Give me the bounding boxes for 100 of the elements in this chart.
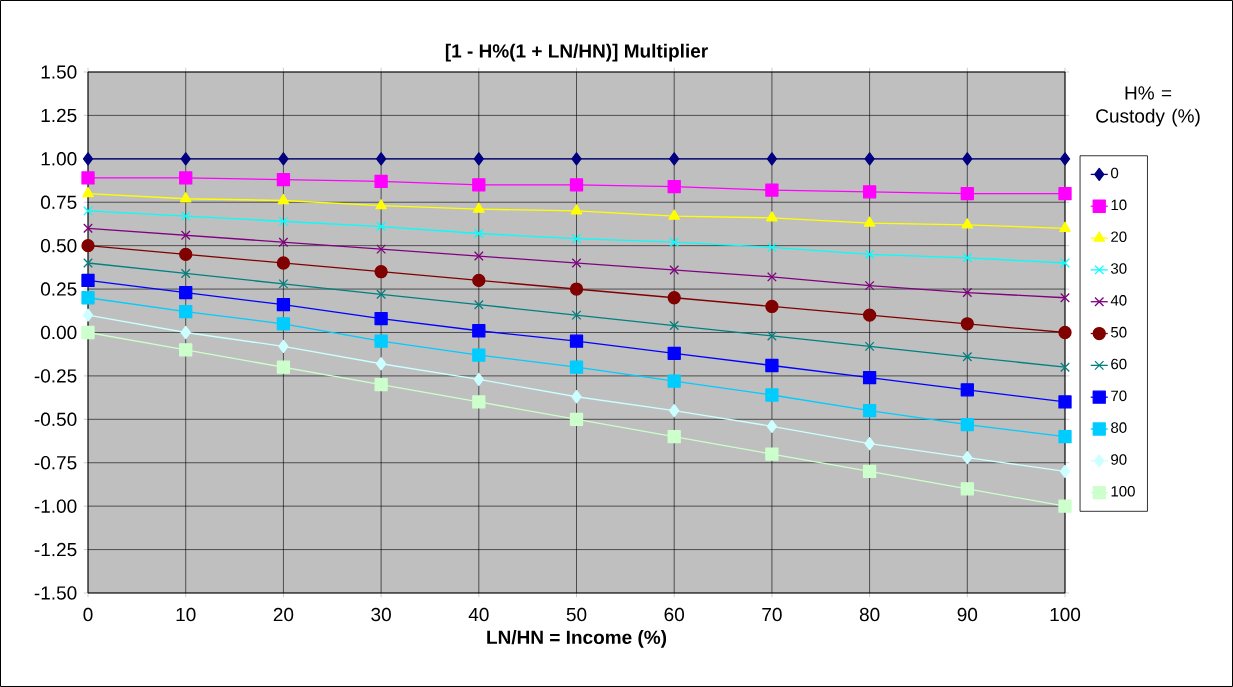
point xyxy=(1060,258,1070,268)
legend-label: 70 xyxy=(1111,390,1127,402)
point xyxy=(862,308,877,322)
point xyxy=(376,244,386,255)
y-tick-label: 0.50 xyxy=(40,238,77,253)
point xyxy=(571,310,582,321)
point xyxy=(960,482,974,496)
point xyxy=(669,403,680,418)
point xyxy=(569,178,584,192)
point xyxy=(473,372,484,387)
legend-label: 20 xyxy=(1111,231,1127,243)
point xyxy=(765,183,779,197)
point xyxy=(1059,464,1071,479)
point xyxy=(961,218,974,229)
x-tick-label: 0 xyxy=(83,607,93,622)
point xyxy=(82,152,94,166)
point xyxy=(667,430,681,444)
y-tick-label: 0.75 xyxy=(40,195,77,209)
point xyxy=(278,278,289,289)
legend-label: 100 xyxy=(1111,485,1135,497)
point xyxy=(374,311,388,326)
point xyxy=(179,285,193,300)
chart-title: [1 - H%(1 + LN/HN)] Multiplier xyxy=(445,43,708,62)
point xyxy=(863,216,876,227)
legend-title: H% = Custody (%) xyxy=(1096,86,1200,127)
legend-label: 0 xyxy=(1111,167,1119,179)
point xyxy=(766,211,778,222)
point xyxy=(669,237,680,248)
point xyxy=(278,152,289,166)
point xyxy=(81,239,95,253)
point xyxy=(278,339,289,354)
point xyxy=(767,272,777,282)
point xyxy=(1058,325,1072,340)
point xyxy=(569,360,584,374)
point xyxy=(179,247,193,261)
x-tick-label: 90 xyxy=(957,607,978,622)
x-tick-label: 40 xyxy=(468,607,489,622)
point xyxy=(667,374,681,388)
point xyxy=(473,299,484,310)
point xyxy=(277,193,290,205)
point xyxy=(82,308,94,322)
point xyxy=(669,265,680,275)
point xyxy=(960,417,974,432)
point xyxy=(862,370,877,385)
point xyxy=(571,390,582,404)
point xyxy=(765,358,779,373)
y-tick-label: 0.00 xyxy=(40,325,77,340)
point xyxy=(179,171,193,185)
point xyxy=(960,383,974,397)
y-tick-label: 1.00 xyxy=(41,152,77,166)
point xyxy=(767,242,777,253)
point xyxy=(473,152,484,166)
y-tick-label: -0.75 xyxy=(34,456,77,470)
point xyxy=(472,348,486,362)
point xyxy=(862,403,877,418)
point xyxy=(667,291,681,305)
point xyxy=(81,291,95,305)
point xyxy=(81,273,95,288)
x-tick-label: 70 xyxy=(762,607,782,622)
point xyxy=(765,299,779,314)
point xyxy=(472,178,486,192)
legend-label: 10 xyxy=(1111,199,1127,211)
point xyxy=(180,230,191,241)
point xyxy=(1059,152,1071,166)
y-tick-label: -1.50 xyxy=(34,586,77,600)
point xyxy=(864,249,875,260)
point xyxy=(667,346,681,360)
point xyxy=(960,317,974,331)
point xyxy=(669,152,680,166)
point xyxy=(667,179,681,194)
legend-label: 90 xyxy=(1111,454,1127,465)
legend-label: 60 xyxy=(1111,358,1127,370)
point xyxy=(179,305,193,319)
point xyxy=(1058,430,1072,444)
point xyxy=(180,325,191,340)
point xyxy=(375,357,387,371)
point xyxy=(473,228,484,239)
x-tick-label: 30 xyxy=(371,607,391,622)
point xyxy=(571,258,582,268)
point xyxy=(374,174,388,189)
point xyxy=(376,221,386,232)
point xyxy=(472,202,485,213)
point xyxy=(375,152,387,166)
y-tick-label: 1.50 xyxy=(41,65,77,79)
x-tick-label: 10 xyxy=(176,607,196,622)
point xyxy=(82,186,94,198)
point xyxy=(962,287,973,298)
point xyxy=(375,199,387,210)
point xyxy=(765,447,779,461)
point xyxy=(81,325,95,340)
point xyxy=(1058,499,1072,513)
point xyxy=(180,268,191,279)
point xyxy=(276,256,291,270)
point xyxy=(962,152,973,166)
point xyxy=(374,334,388,348)
legend-label: 80 xyxy=(1111,422,1127,433)
point xyxy=(864,436,875,451)
point xyxy=(472,273,486,288)
point xyxy=(1058,186,1072,201)
point xyxy=(276,360,291,374)
